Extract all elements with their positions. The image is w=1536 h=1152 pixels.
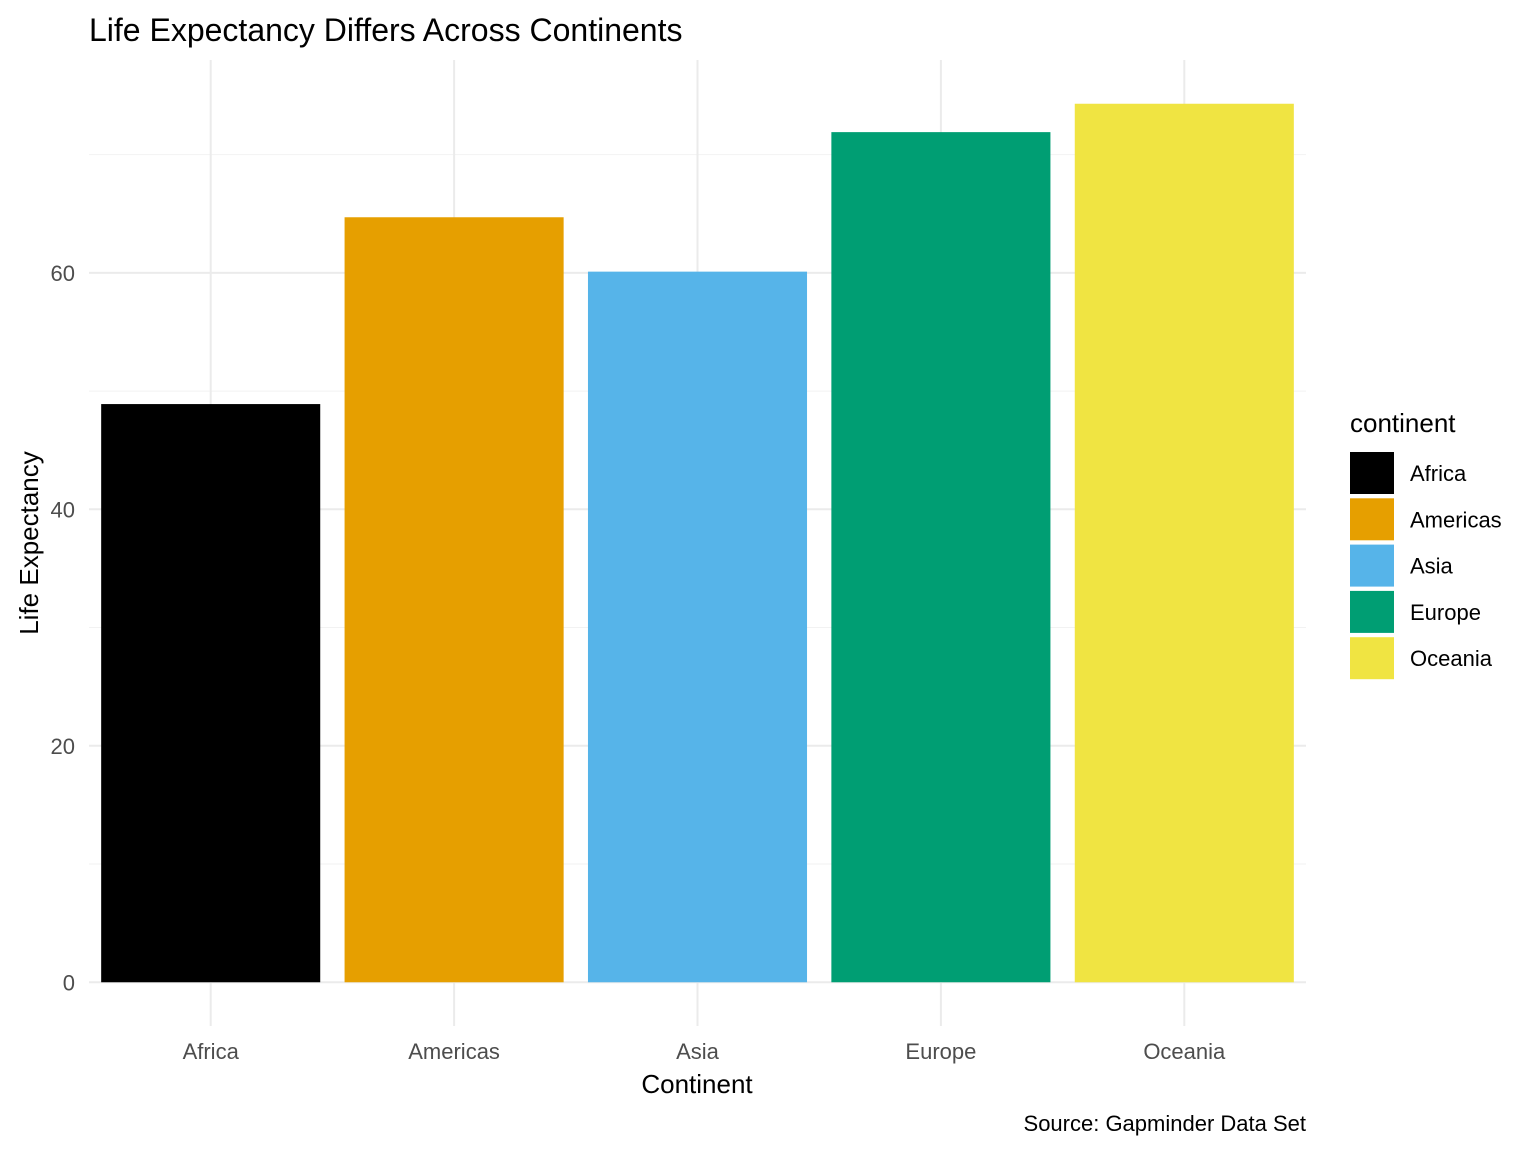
y-axis-ticks: 0 20 40 60 — [51, 261, 75, 995]
legend-key-asia — [1350, 544, 1394, 587]
x-tick-label: Asia — [676, 1039, 720, 1064]
y-axis-title: Life Expectancy — [14, 451, 44, 635]
y-tick-label: 0 — [63, 970, 75, 995]
bar-africa — [101, 404, 321, 983]
bars — [101, 103, 1294, 983]
x-tick-label: Americas — [408, 1039, 500, 1064]
x-axis-ticks: Africa Americas Asia Europe Oceania — [183, 1039, 1226, 1064]
legend-key-europe — [1350, 590, 1394, 633]
legend-key-oceania — [1350, 637, 1394, 680]
x-tick-label: Europe — [905, 1039, 976, 1064]
bar-asia — [587, 271, 808, 983]
caption: Source: Gapminder Data Set — [1024, 1111, 1306, 1136]
x-tick-label: Africa — [183, 1039, 240, 1064]
y-tick-label: 40 — [51, 497, 75, 522]
legend-label: Americas — [1410, 507, 1502, 532]
x-axis-title: Continent — [641, 1069, 753, 1099]
legend-key-africa — [1350, 452, 1394, 494]
legend-title: continent — [1350, 408, 1456, 438]
bar-oceania — [1074, 103, 1294, 983]
y-tick-label: 20 — [51, 734, 75, 759]
x-tick-label: Oceania — [1143, 1039, 1226, 1064]
legend-label: Asia — [1410, 554, 1454, 579]
bar-americas — [344, 217, 564, 983]
legend-label: Europe — [1410, 600, 1481, 625]
legend-key-americas — [1350, 498, 1394, 541]
legend-label: Africa — [1410, 461, 1467, 486]
bar-europe — [831, 132, 1051, 983]
chart-title: Life Expectancy Differs Across Continent… — [89, 12, 682, 48]
y-tick-label: 60 — [51, 261, 75, 286]
legend-label: Oceania — [1410, 646, 1493, 671]
legend: continent Africa Americas Asia Europe Oceani… — [1350, 408, 1502, 680]
